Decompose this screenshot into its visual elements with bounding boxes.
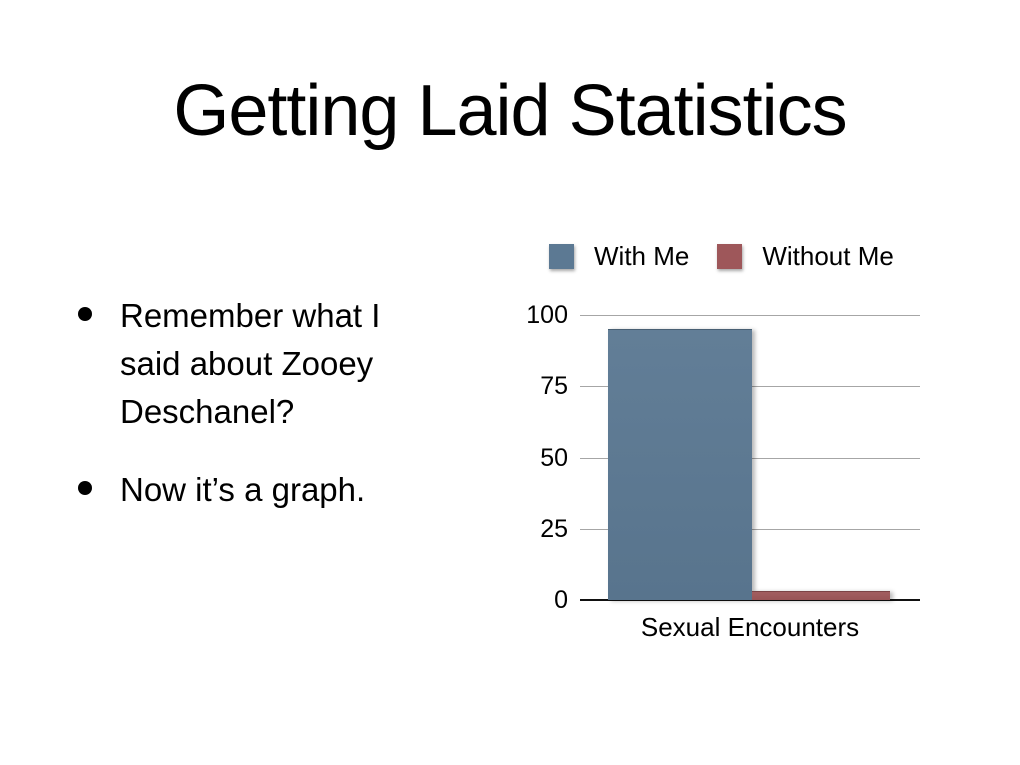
y-tick-label-0: 0 [554, 586, 568, 614]
plot-area: 0 25 50 75 100 [526, 301, 920, 614]
x-axis-line [580, 599, 920, 601]
bullet-list: Remember what I said about Zooey Deschan… [78, 292, 458, 544]
bullet-dot-icon [78, 307, 92, 321]
legend-swatch-with-me [549, 244, 574, 269]
bullet-item: Now it’s a graph. [78, 466, 458, 514]
bar-with-me [608, 329, 752, 600]
y-tick-label-50: 50 [540, 443, 568, 472]
legend-item-with-me: With Me [549, 241, 689, 272]
x-axis-label: Sexual Encounters [640, 612, 860, 642]
bullet-text: Remember what I said about Zooey Deschan… [120, 297, 381, 430]
chart-legend: With Me Without Me [549, 241, 894, 272]
bullet-item: Remember what I said about Zooey Deschan… [78, 292, 458, 436]
legend-item-without-me: Without Me [717, 241, 894, 272]
legend-label: Without Me [762, 241, 894, 271]
slide-title: Getting Laid Statistics [173, 71, 847, 151]
y-tick-label-75: 75 [540, 372, 568, 401]
y-tick-label-25: 25 [540, 514, 568, 543]
bar-without-me [752, 591, 890, 600]
legend-label: With Me [594, 241, 690, 271]
legend-swatch-without-me [717, 244, 743, 269]
bullet-dot-icon [78, 481, 92, 495]
gridline-100 [580, 315, 920, 316]
y-tick-label-100: 100 [526, 301, 568, 329]
bullet-text: Now it’s a graph. [120, 471, 366, 508]
